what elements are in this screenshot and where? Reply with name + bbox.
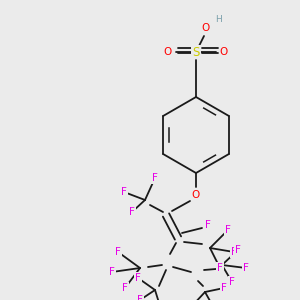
Text: F: F	[229, 277, 235, 287]
Text: O: O	[202, 23, 210, 33]
Text: S: S	[192, 46, 200, 59]
Text: F: F	[235, 245, 241, 255]
Text: F: F	[122, 283, 128, 293]
Text: F: F	[121, 187, 127, 197]
Text: F: F	[152, 173, 158, 183]
Text: F: F	[135, 273, 141, 283]
Text: O: O	[164, 47, 172, 57]
Text: F: F	[129, 207, 135, 217]
Text: F: F	[231, 247, 237, 257]
Text: F: F	[205, 220, 211, 230]
Text: F: F	[115, 247, 121, 257]
Text: F: F	[225, 225, 231, 235]
Text: F: F	[221, 283, 227, 293]
Text: F: F	[243, 263, 249, 273]
Text: O: O	[220, 47, 228, 57]
Text: H: H	[214, 16, 221, 25]
Text: F: F	[109, 267, 115, 277]
Text: F: F	[217, 263, 223, 273]
Text: F: F	[137, 295, 143, 300]
Text: O: O	[192, 190, 200, 200]
